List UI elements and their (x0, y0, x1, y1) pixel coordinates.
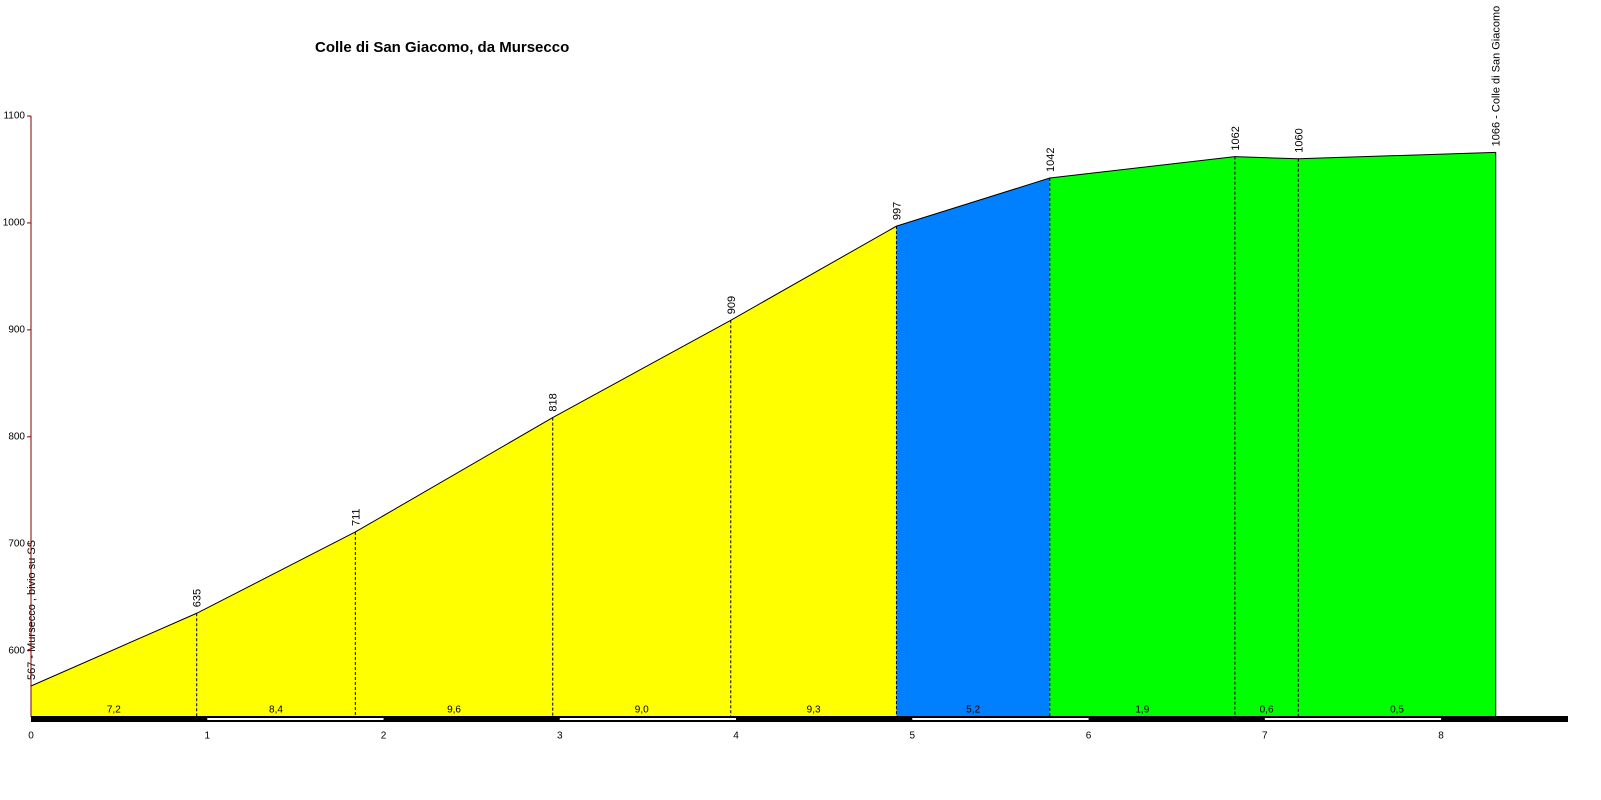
x-tick-label: 2 (381, 731, 387, 742)
point-label: 567 - Mursecco , bivio su SS (26, 540, 38, 680)
y-tick-label: 600 (8, 645, 25, 656)
point-label: 909 (726, 296, 738, 314)
chart-title: Colle di San Giacomo, da Mursecco (315, 39, 569, 56)
segment-gradient: 8,4 (269, 705, 283, 716)
point-label: 997 (891, 202, 903, 220)
segment-gradient: 0,5 (1390, 705, 1404, 716)
x-tick-label: 3 (557, 731, 563, 742)
segment-gradient: 5,2 (966, 705, 980, 716)
segment-area (196, 531, 356, 717)
segment-area (552, 320, 731, 717)
segment-area (1298, 152, 1496, 717)
segment-gradient: 9,3 (807, 705, 821, 716)
x-tick-label: 5 (910, 731, 916, 742)
segment-gradient: 9,0 (635, 705, 649, 716)
y-tick-label: 1000 (3, 218, 26, 229)
x-tick-label: 0 (28, 731, 34, 742)
point-label: 635 (192, 589, 204, 607)
point-label: 818 (548, 393, 560, 411)
x-tick-label: 8 (1438, 731, 1444, 742)
x-tick-label: 6 (1086, 731, 1092, 742)
segment-area (896, 178, 1050, 718)
segment-area (1049, 156, 1235, 717)
segment-area (31, 613, 197, 717)
scale-bar-white (912, 718, 1089, 720)
point-label: 1062 (1230, 126, 1242, 150)
scale-bar-white (559, 718, 737, 720)
x-tick-label: 4 (733, 731, 739, 742)
y-tick-label: 800 (8, 431, 25, 442)
point-label: 1066 - Colle di San Giacomo (1491, 6, 1503, 147)
segment-gradient: 9,6 (447, 705, 461, 716)
segment-area (1234, 156, 1299, 717)
y-tick-label: 900 (8, 325, 25, 336)
segment-gradient: 0,6 (1260, 705, 1274, 716)
scale-bar-white (1264, 718, 1442, 720)
segment-area (730, 226, 897, 717)
point-label: 1060 (1293, 128, 1305, 152)
x-tick-label: 1 (204, 731, 210, 742)
profile-line (30, 151, 1496, 687)
y-tick-label: 700 (8, 538, 25, 549)
scale-bar-white (207, 718, 384, 720)
segment-gradient: 7,2 (107, 705, 121, 716)
segment-area (355, 417, 553, 717)
scale-bar (31, 716, 1568, 722)
y-tick-label: 1100 (3, 111, 25, 122)
segment-gradient: 1,9 (1135, 705, 1149, 716)
point-label: 711 (350, 508, 362, 526)
x-tick-label: 7 (1262, 731, 1268, 742)
point-label: 1042 (1045, 148, 1057, 172)
